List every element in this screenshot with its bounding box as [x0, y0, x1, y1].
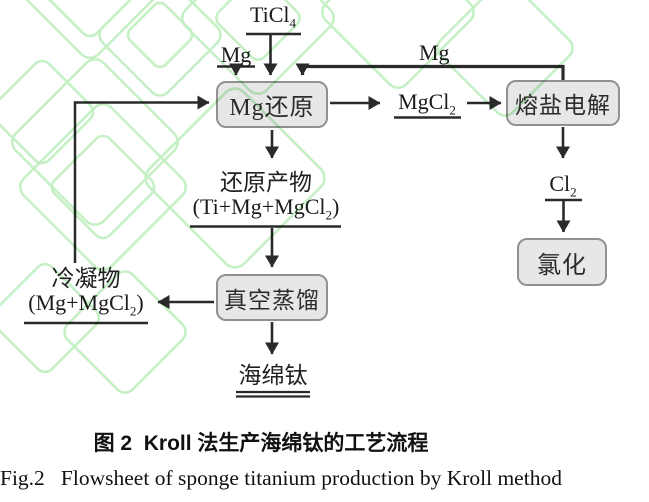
caption-english: Fig.2 Flowsheet of sponge titanium produ…	[0, 466, 562, 490]
label-condensate-line2-base: (Mg+MgCl	[28, 290, 130, 316]
label-mg-recycle: Mg	[419, 40, 450, 65]
label-ticl4-base: TiCl	[249, 2, 290, 27]
label-mg-feed: Mg	[220, 42, 252, 67]
label-reduction-product-line2-sub: 2	[325, 207, 333, 223]
label-ticl4-sub: 4	[289, 15, 297, 31]
label-reduction-product-line2: (Ti+Mg+MgCl2)	[186, 194, 346, 222]
label-mgcl2: MgCl2	[391, 89, 463, 118]
label-reduction-product: 还原产物 (Ti+Mg+MgCl2)	[186, 170, 346, 222]
label-reduction-product-line1: 还原产物	[220, 170, 312, 195]
caption-chinese: 图 2 Kroll 法生产海绵钛的工艺流程	[93, 432, 429, 455]
label-sponge-titanium: 海绵钛	[238, 363, 308, 388]
label-condensate-line2-post: )	[136, 290, 144, 316]
label-condensate: 冷凝物 (Mg+MgCl2)	[20, 266, 152, 318]
label-condensate-line2: (Mg+MgCl2)	[20, 290, 152, 318]
label-mgcl2-base: MgCl	[398, 89, 450, 114]
label-mgcl2-sub: 2	[449, 102, 456, 118]
label-cl2-sub: 2	[570, 184, 577, 200]
arrow-mg-recycle-into-mg-reduction	[295, 63, 565, 80]
node-vacuum-distillation: 真空蒸馏	[216, 274, 328, 321]
label-reduction-product-line2-base: (Ti+Mg+MgCl	[192, 194, 326, 220]
label-cl2-base: Cl	[549, 171, 571, 196]
label-condensate-line1: 冷凝物	[51, 266, 121, 291]
label-ticl4: TiCl4	[242, 2, 304, 31]
label-cl2: Cl2	[543, 171, 583, 200]
node-chlorination: 氯化	[517, 238, 607, 286]
label-reduction-product-line2-post: )	[332, 194, 340, 220]
